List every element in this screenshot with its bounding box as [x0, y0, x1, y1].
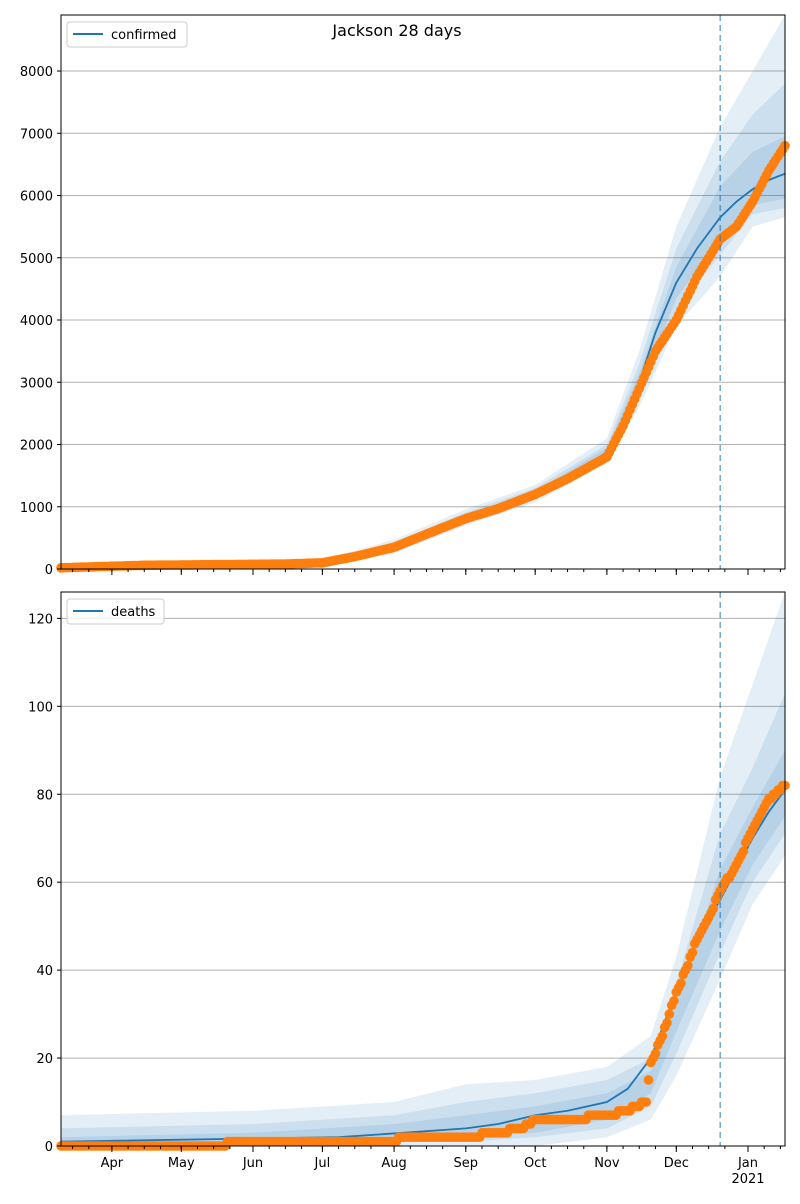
figure-title: Jackson 28 days	[331, 21, 461, 40]
deaths-x-tick-label: May	[168, 1156, 195, 1171]
deaths-y-axis: 0 20 40 60 80 100 120	[28, 612, 61, 1155]
confirmed-observed-series	[56, 140, 790, 573]
deaths-observed-point	[669, 996, 679, 1006]
deaths-observed-point	[643, 1075, 654, 1085]
deaths-observed-point	[687, 947, 698, 958]
deaths-x-tick-label: Jan	[737, 1156, 758, 1171]
deaths-panel: 0 20 40 60 80 100 120 Apr May Jun Jul Aug Sep Oct Nov…	[28, 591, 790, 1187]
deaths-x-year-label: 2021	[731, 1172, 764, 1187]
deaths-x-tick-label: Jul	[314, 1156, 331, 1171]
deaths-y-tick-label: 20	[36, 1052, 53, 1067]
confirmed-y-tick-label: 3000	[20, 376, 53, 391]
deaths-observed-point	[641, 1097, 651, 1107]
confirmed-plot-frame	[60, 14, 786, 570]
deaths-gridlines	[61, 617, 785, 1147]
confirmed-y-tick-label: 7000	[20, 127, 53, 142]
confirmed-y-tick-label: 8000	[20, 65, 53, 80]
deaths-x-tick-label: Dec	[664, 1156, 689, 1171]
deaths-observed-point	[676, 978, 686, 989]
confirmed-panel: 0 1000 2000 3000 4000 5000 6000 7000 8000 confir…	[20, 14, 790, 578]
deaths-observed-point	[738, 846, 749, 857]
confirmed-y-tick-label: 0	[45, 563, 53, 578]
deaths-x-tick-label: Aug	[381, 1156, 406, 1171]
deaths-observed-point	[650, 1048, 661, 1059]
confirmed-band-2	[61, 83, 785, 569]
deaths-observed-point	[662, 1018, 672, 1028]
deaths-x-tick-label: Oct	[524, 1156, 546, 1171]
deaths-legend: deaths	[66, 598, 165, 625]
confirmed-y-tick-label: 1000	[20, 501, 53, 516]
confirmed-y-tick-label: 4000	[20, 314, 53, 329]
deaths-x-tick-label: Nov	[594, 1156, 620, 1171]
deaths-y-tick-label: 100	[28, 700, 53, 715]
confirmed-y-tick-label: 2000	[20, 439, 53, 454]
confirmed-y-axis: 0 1000 2000 3000 4000 5000 6000 7000 8000	[20, 65, 61, 578]
confirmed-uncertainty-bands	[61, 15, 785, 569]
confirmed-y-tick-label: 5000	[20, 252, 53, 267]
deaths-y-tick-label: 0	[45, 1140, 53, 1155]
deaths-x-tick-label: Jun	[242, 1156, 263, 1171]
deaths-observed-point	[664, 1009, 675, 1019]
confirmed-y-tick-label: 6000	[20, 190, 53, 205]
confirmed-legend: confirmed	[66, 21, 188, 48]
deaths-y-tick-label: 40	[36, 964, 53, 979]
confirmed-x-ticks	[72, 569, 781, 575]
deaths-observed-point	[657, 1031, 668, 1041]
deaths-legend-label: deaths	[111, 605, 156, 620]
deaths-y-tick-label: 80	[36, 788, 53, 803]
deaths-y-tick-label: 60	[36, 876, 53, 891]
deaths-y-tick-label: 120	[28, 612, 53, 627]
deaths-x-tick-label: Apr	[101, 1156, 124, 1171]
deaths-observed-point	[708, 903, 719, 914]
confirmed-legend-label: confirmed	[111, 28, 177, 43]
deaths-observed-point	[683, 960, 693, 971]
deaths-plot-frame	[60, 591, 786, 1147]
deaths-x-tick-label: Sep	[454, 1156, 479, 1171]
